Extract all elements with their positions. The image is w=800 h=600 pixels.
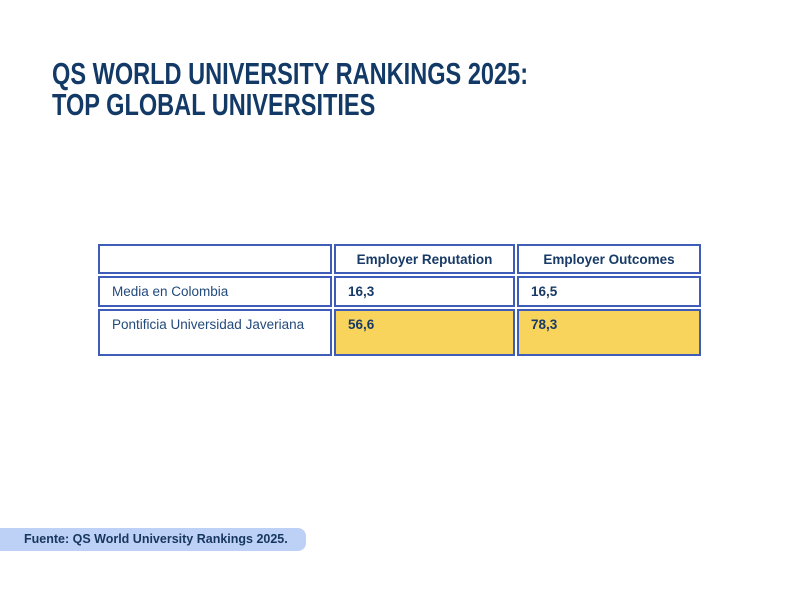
table-corner-cell [98, 244, 332, 274]
column-header-employer-reputation: Employer Reputation [334, 244, 515, 274]
row-label-media-colombia: Media en Colombia [98, 276, 332, 307]
cell-javeriana-employer-reputation: 56,6 [334, 309, 515, 356]
cell-media-employer-reputation: 16,3 [334, 276, 515, 307]
table-row-media-colombia: Media en Colombia 16,3 16,5 [98, 276, 701, 307]
source-text: Fuente: QS World University Rankings 202… [24, 532, 288, 546]
page-title-line-2: TOP GLOBAL UNIVERSITIES [52, 87, 376, 122]
row-label-javeriana: Pontificia Universidad Javeriana [98, 309, 332, 356]
cell-javeriana-employer-outcomes: 78,3 [517, 309, 701, 356]
page-title: QS WORLD UNIVERSITY RANKINGS 2025: TOP G… [52, 58, 528, 120]
cell-media-employer-outcomes: 16,5 [517, 276, 701, 307]
rankings-table: Employer Reputation Employer Outcomes Me… [96, 242, 703, 358]
table-header-row: Employer Reputation Employer Outcomes [98, 244, 701, 274]
table-row-javeriana: Pontificia Universidad Javeriana 56,6 78… [98, 309, 701, 356]
page-title-line-1: QS WORLD UNIVERSITY RANKINGS 2025: [52, 56, 529, 91]
column-header-employer-outcomes: Employer Outcomes [517, 244, 701, 274]
source-badge: Fuente: QS World University Rankings 202… [0, 528, 306, 551]
